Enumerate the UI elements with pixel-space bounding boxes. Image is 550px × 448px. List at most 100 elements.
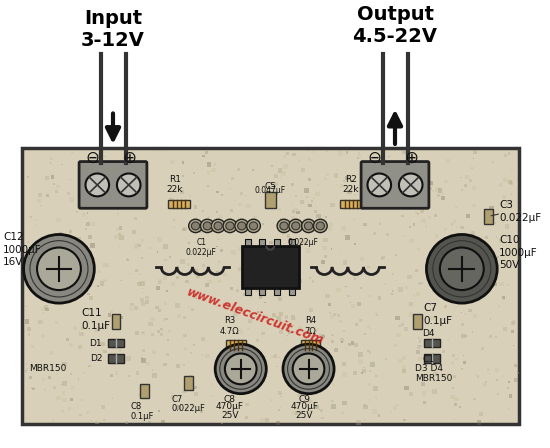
Circle shape bbox=[203, 222, 211, 230]
Bar bbox=[206, 171, 210, 175]
Bar bbox=[160, 333, 163, 336]
Bar bbox=[138, 409, 140, 411]
Bar bbox=[478, 254, 482, 257]
Bar bbox=[333, 313, 336, 316]
Circle shape bbox=[191, 222, 200, 230]
Bar bbox=[193, 268, 198, 273]
Bar bbox=[441, 195, 445, 199]
Bar bbox=[432, 184, 434, 186]
Bar bbox=[390, 164, 391, 165]
Bar bbox=[129, 307, 133, 311]
Bar bbox=[108, 354, 124, 363]
Circle shape bbox=[238, 222, 246, 230]
Bar bbox=[101, 162, 106, 166]
Bar bbox=[456, 227, 457, 228]
Bar bbox=[45, 176, 50, 180]
Bar bbox=[340, 338, 344, 342]
Circle shape bbox=[211, 219, 225, 233]
Bar bbox=[278, 190, 279, 192]
Bar bbox=[79, 208, 80, 210]
Bar bbox=[89, 365, 91, 367]
Bar bbox=[62, 234, 65, 237]
Bar bbox=[473, 398, 476, 401]
Bar bbox=[273, 223, 274, 224]
Bar bbox=[41, 321, 45, 324]
Bar bbox=[502, 222, 503, 223]
Circle shape bbox=[426, 234, 497, 303]
Bar bbox=[250, 380, 254, 383]
Bar bbox=[279, 312, 283, 316]
Bar bbox=[425, 354, 440, 363]
Text: R4
7Ω: R4 7Ω bbox=[305, 316, 316, 336]
Circle shape bbox=[226, 222, 234, 230]
Bar bbox=[415, 269, 417, 272]
Bar bbox=[398, 288, 403, 292]
Bar bbox=[404, 201, 406, 204]
Circle shape bbox=[440, 248, 484, 290]
Bar bbox=[280, 177, 281, 178]
Bar bbox=[508, 152, 510, 155]
Bar bbox=[170, 395, 174, 399]
Bar bbox=[94, 220, 95, 222]
Bar bbox=[164, 302, 167, 305]
Bar bbox=[308, 400, 311, 403]
Bar bbox=[429, 267, 433, 271]
Bar bbox=[112, 397, 113, 399]
Text: D2: D2 bbox=[90, 354, 102, 363]
Bar bbox=[408, 275, 412, 279]
Bar bbox=[397, 333, 401, 337]
Bar bbox=[97, 165, 101, 168]
Bar bbox=[166, 289, 168, 292]
Bar bbox=[27, 264, 28, 265]
Bar bbox=[368, 383, 371, 386]
Bar bbox=[499, 183, 503, 187]
Bar bbox=[507, 284, 508, 285]
Bar bbox=[369, 203, 373, 208]
Text: D4: D4 bbox=[422, 329, 435, 338]
Bar bbox=[375, 312, 377, 314]
Bar bbox=[465, 276, 467, 277]
Bar bbox=[511, 169, 513, 171]
Bar bbox=[291, 224, 295, 228]
Bar bbox=[455, 206, 458, 208]
Bar bbox=[31, 387, 34, 389]
Bar bbox=[311, 200, 313, 202]
Bar bbox=[368, 295, 371, 297]
Bar bbox=[243, 364, 246, 367]
Bar bbox=[395, 201, 398, 202]
Bar bbox=[62, 362, 67, 366]
Bar bbox=[496, 236, 497, 237]
Bar bbox=[422, 162, 425, 164]
Bar bbox=[359, 353, 362, 357]
Bar bbox=[454, 396, 459, 401]
Bar bbox=[167, 339, 169, 341]
Bar bbox=[271, 165, 273, 167]
Bar bbox=[113, 352, 116, 354]
Bar bbox=[431, 284, 432, 286]
Bar bbox=[431, 171, 432, 172]
Bar bbox=[432, 389, 437, 394]
Bar bbox=[264, 302, 266, 303]
Bar bbox=[276, 316, 280, 321]
Bar bbox=[442, 193, 443, 195]
Bar bbox=[473, 158, 474, 159]
Bar bbox=[328, 226, 333, 231]
Bar bbox=[245, 403, 249, 406]
Bar bbox=[28, 176, 29, 178]
Bar bbox=[134, 306, 138, 310]
Bar bbox=[478, 412, 483, 416]
Bar bbox=[134, 190, 138, 195]
Bar bbox=[419, 282, 422, 285]
Bar bbox=[503, 327, 507, 331]
Bar bbox=[188, 263, 189, 265]
Circle shape bbox=[117, 173, 140, 196]
Bar bbox=[40, 205, 42, 207]
Bar bbox=[97, 168, 98, 169]
Bar bbox=[514, 365, 517, 367]
Bar bbox=[485, 236, 488, 239]
Bar bbox=[236, 156, 238, 158]
Bar bbox=[97, 165, 98, 166]
Bar bbox=[380, 205, 381, 207]
Bar bbox=[220, 249, 223, 252]
Bar bbox=[298, 159, 300, 162]
